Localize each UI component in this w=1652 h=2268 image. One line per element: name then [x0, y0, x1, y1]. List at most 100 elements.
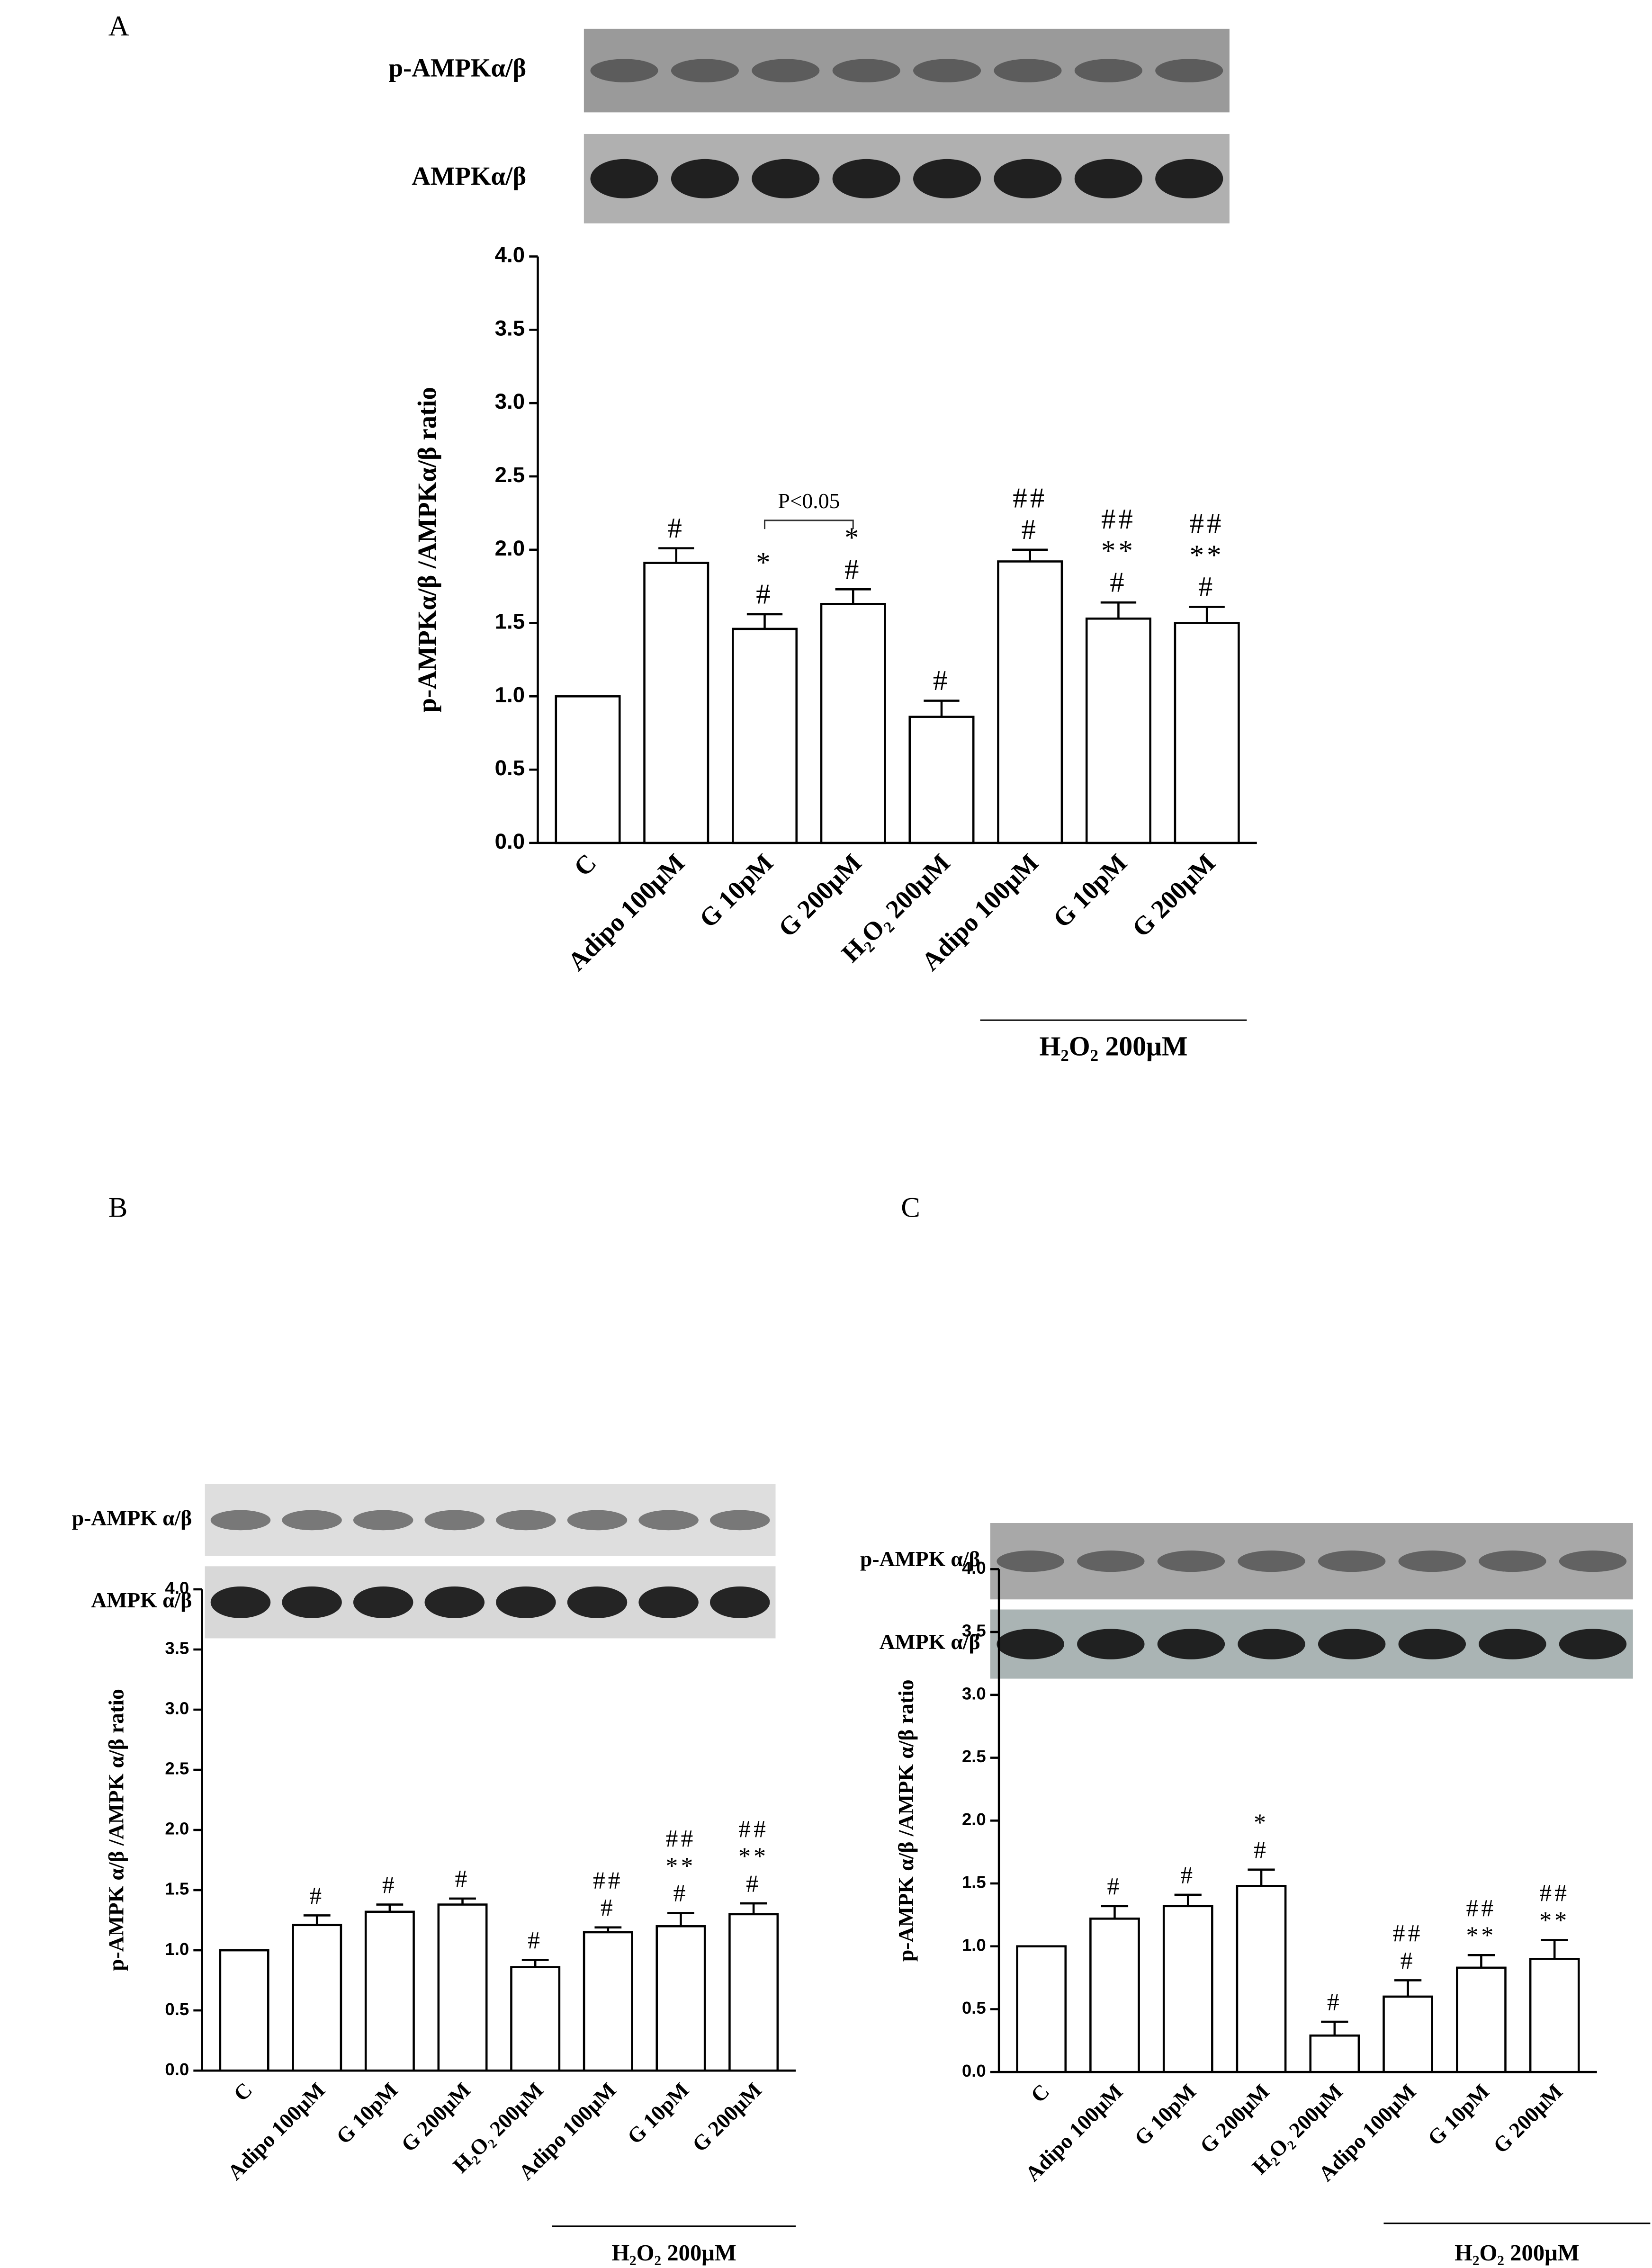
blot-band: [353, 1510, 413, 1531]
blot-band: [496, 1510, 556, 1531]
blot-label: AMPK α/β: [91, 1588, 192, 1612]
panel-letter: C: [901, 1192, 920, 1224]
x-tick-label: G 200μM: [687, 2078, 766, 2156]
blot-band: [1155, 159, 1223, 198]
blot-label: p-AMPK α/β: [860, 1547, 980, 1571]
blot-band: [671, 59, 739, 82]
blot-band: [638, 1586, 699, 1618]
x-tick-label: G 10pM: [1130, 2079, 1201, 2150]
bar: [1383, 1995, 1433, 2073]
bar: [292, 1924, 342, 2072]
bar: [643, 562, 709, 844]
blot-band: [210, 1510, 271, 1531]
blot-band: [1157, 1551, 1225, 1572]
significance-mark: #: [528, 1927, 543, 1954]
significance-mark: #: [756, 578, 773, 610]
y-tick-label: 1.0: [165, 1939, 189, 1959]
blot-band: [832, 59, 900, 82]
blot-band: [1074, 159, 1142, 198]
bar: [1174, 622, 1240, 844]
blot-band: [709, 1510, 770, 1531]
blot-band: [1559, 1551, 1627, 1572]
x-tick-label: C: [229, 2078, 257, 2106]
bar: [1016, 1945, 1067, 2073]
y-tick-label: 0.5: [962, 1998, 986, 2017]
blot-band: [496, 1586, 556, 1618]
y-tick-label: 4.0: [165, 1578, 189, 1598]
blot-band: [424, 1510, 485, 1531]
blot-band: [1155, 59, 1223, 82]
blot-band: [1318, 1629, 1386, 1659]
significance-mark: #: [1401, 1947, 1416, 1974]
blot-band: [282, 1586, 342, 1618]
blot-band: [913, 59, 981, 82]
bar: [219, 1949, 269, 2072]
y-tick-label: 1.0: [495, 682, 525, 707]
y-tick-label: 0.5: [495, 756, 525, 780]
significance-mark: **: [1190, 539, 1224, 571]
bar: [997, 560, 1063, 844]
blot-band: [752, 159, 820, 198]
panel: Bp-AMPK α/β AMPK α/β 0.0 0.5 1.0 1.5 2.0 2.5 3.0…: [72, 1192, 796, 2266]
blot-band: [1238, 1629, 1305, 1659]
significance-mark: #: [1107, 1873, 1122, 1900]
blot-band: [1479, 1629, 1546, 1659]
blot-band: [567, 1510, 628, 1531]
blot-band: [832, 159, 900, 198]
y-tick-label: 3.0: [165, 1699, 189, 1718]
blot-band: [997, 1629, 1064, 1659]
y-tick-label: 2.5: [165, 1759, 189, 1778]
significance-mark: ##: [1013, 482, 1047, 514]
x-tick-label: G 200μM: [1195, 2079, 1274, 2158]
y-tick-label: 1.0: [962, 1935, 986, 1954]
significance-mark: ##: [1190, 508, 1224, 539]
y-tick-label: 1.5: [165, 1879, 189, 1899]
significance-mark: #: [455, 1865, 470, 1892]
y-tick-label: 1.5: [495, 610, 525, 634]
significance-mark: **: [1101, 535, 1136, 567]
y-tick-label: 2.0: [962, 1810, 986, 1829]
panel: Ap-AMPKα/β AMPKα/β 0.0 0.5 1.0 1.5 2.0 2.5 3.0 3.…: [108, 10, 1257, 1061]
group-label: H₂O₂ 200μM: [1039, 1031, 1187, 1061]
y-tick-label: 3.0: [962, 1684, 986, 1703]
x-tick-label: G 10pM: [693, 848, 779, 933]
blot-band: [353, 1586, 413, 1618]
significance-mark: ##: [1101, 503, 1136, 535]
bar: [728, 1913, 779, 2072]
blot-band: [1318, 1551, 1386, 1572]
y-tick-label: 3.5: [495, 316, 525, 340]
y-tick-label: 2.0: [165, 1819, 189, 1838]
significance-mark: ##: [593, 1867, 623, 1894]
y-tick-label: 3.5: [165, 1639, 189, 1658]
bar: [437, 1903, 488, 2072]
significance-mark: #: [309, 1883, 324, 1909]
significance-mark: #: [1110, 567, 1127, 599]
blot-label: AMPK α/β: [880, 1630, 980, 1654]
blot-band: [994, 159, 1062, 198]
blot-band: [1398, 1551, 1466, 1572]
blot-label: p-AMPK α/β: [72, 1506, 192, 1530]
significance-mark: #: [1254, 1837, 1269, 1864]
significance-mark: ##: [666, 1825, 696, 1852]
bar: [1089, 1918, 1140, 2073]
blot-band: [424, 1586, 485, 1618]
bar: [820, 603, 886, 844]
blot-band: [1559, 1629, 1627, 1659]
y-tick-label: 1.5: [962, 1873, 986, 1892]
group-label: H₂O₂ 200μM: [1454, 2240, 1580, 2266]
significance-mark: #: [601, 1894, 616, 1921]
y-tick-label: 3.0: [495, 389, 525, 413]
significance-mark: **: [738, 1843, 769, 1870]
bar: [555, 695, 621, 844]
significance-mark: #: [746, 1870, 761, 1897]
blot-band: [1157, 1629, 1225, 1659]
significance-mark: ##: [738, 1816, 769, 1843]
y-tick-label: 0.0: [962, 2061, 986, 2080]
bar: [1529, 1958, 1580, 2073]
x-tick-label: C: [568, 848, 602, 882]
bar: [1085, 617, 1151, 844]
significance-mark: **: [666, 1853, 696, 1880]
x-tick-label: G 10pM: [332, 2078, 403, 2149]
significance-mark: ##: [1393, 1920, 1423, 1947]
